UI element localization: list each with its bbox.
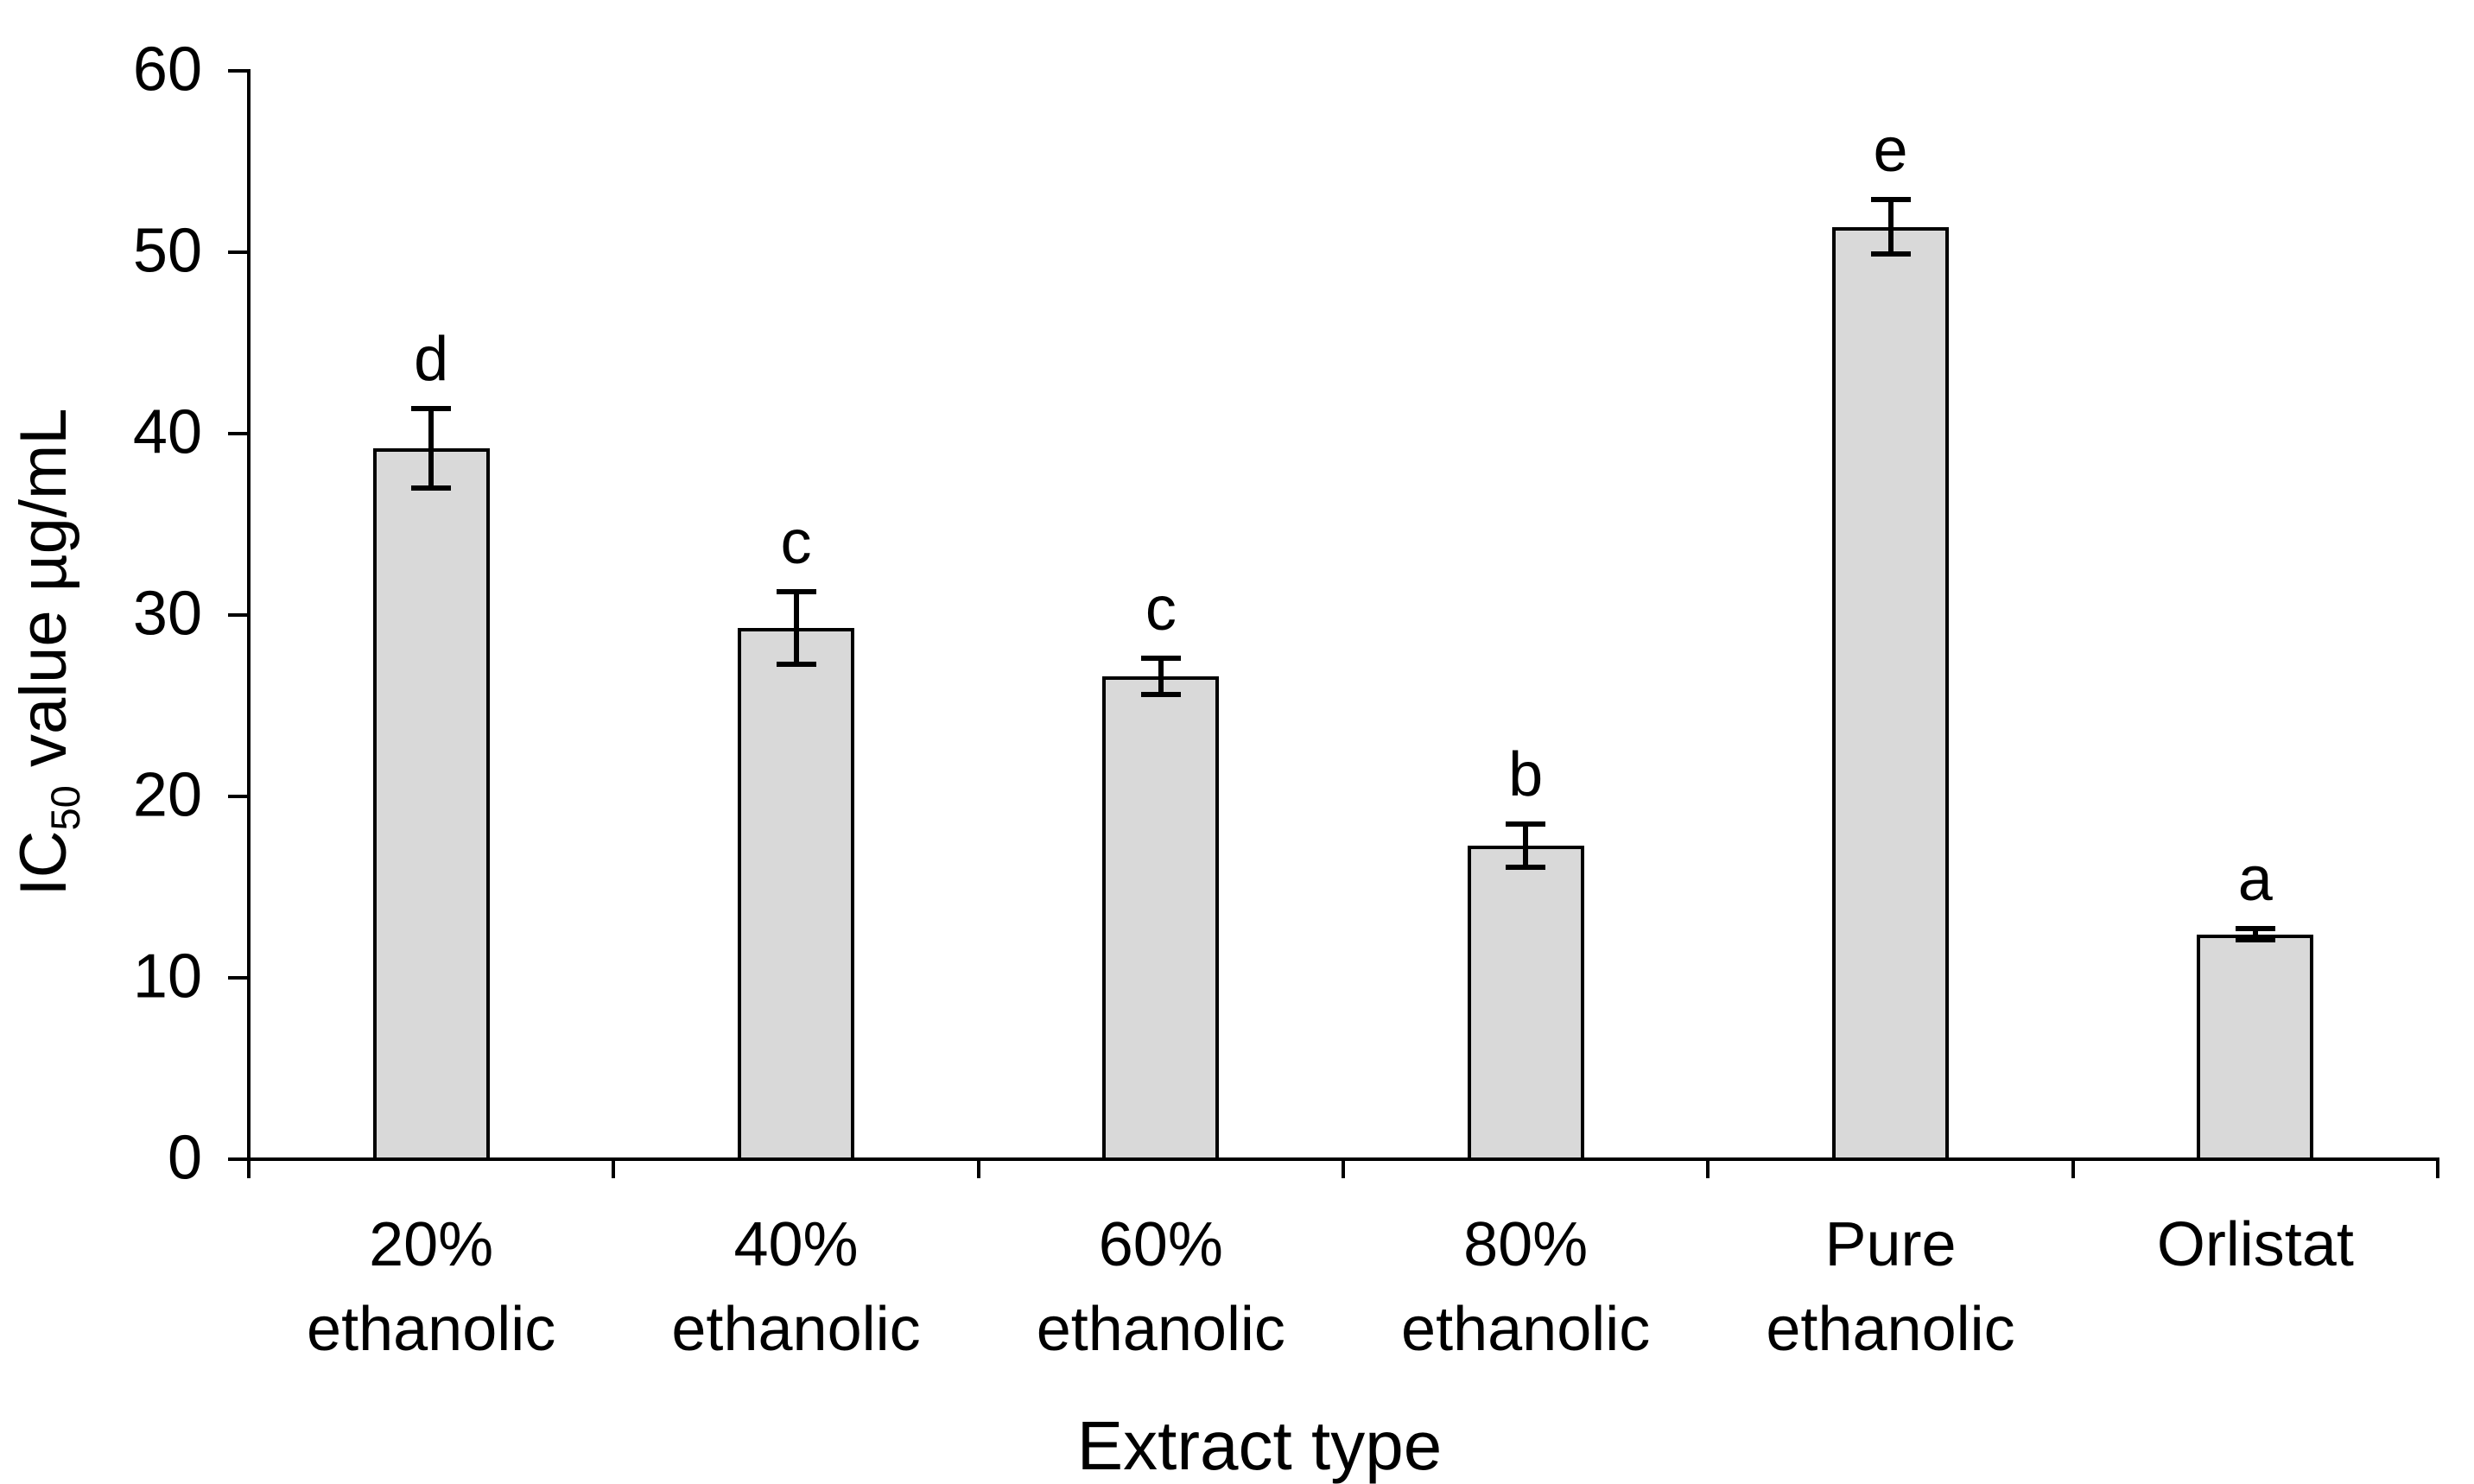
significance-letter-20-ethanolic: d bbox=[414, 324, 449, 394]
x-category-label-line: ethanolic bbox=[307, 1295, 556, 1364]
y-tick bbox=[228, 1157, 249, 1161]
error-bar-top-cap-orlistat bbox=[2235, 926, 2275, 932]
x-boundary-tick bbox=[1706, 1159, 1710, 1178]
x-category-label-line: Pure bbox=[1824, 1210, 1957, 1279]
error-bar-bottom-cap-pure-ethanolic bbox=[1870, 251, 1911, 257]
error-bar-line-80-ethanolic bbox=[1523, 823, 1529, 867]
x-category-label-line: ethanolic bbox=[671, 1295, 921, 1364]
x-category-label-line: 20% bbox=[369, 1210, 494, 1279]
x-category-label-line: Orlistat bbox=[2156, 1210, 2354, 1279]
significance-letter-80-ethanolic: b bbox=[1508, 739, 1544, 809]
significance-letter-60-ethanolic: c bbox=[1145, 574, 1177, 644]
y-tick-label: 60 bbox=[132, 35, 202, 105]
error-bar-bottom-cap-20-ethanolic bbox=[411, 485, 452, 491]
significance-letter-orlistat: a bbox=[2237, 845, 2273, 915]
bar-20-ethanolic bbox=[372, 447, 490, 1161]
error-bar-line-20-ethanolic bbox=[428, 408, 435, 488]
bar-orlistat bbox=[2197, 934, 2314, 1161]
error-bar-top-cap-80-ethanolic bbox=[1506, 821, 1546, 827]
x-boundary-tick bbox=[247, 1159, 251, 1178]
x-category-label-line: 60% bbox=[1098, 1210, 1223, 1279]
error-bar-bottom-cap-orlistat bbox=[2235, 936, 2275, 942]
error-bar-line-orlistat bbox=[2252, 929, 2258, 940]
x-category-label-line: ethanolic bbox=[1401, 1295, 1651, 1364]
y-tick bbox=[228, 432, 249, 435]
y-tick-label: 30 bbox=[132, 579, 202, 649]
y-tick bbox=[228, 613, 249, 617]
y-tick bbox=[228, 976, 249, 980]
x-category-label-line: 80% bbox=[1463, 1210, 1589, 1279]
significance-letter-pure-ethanolic: e bbox=[1873, 116, 1908, 186]
x-category-label-20-ethanolic: 20% ethanolic bbox=[307, 1202, 555, 1372]
y-tick-label: 10 bbox=[132, 942, 202, 1012]
bar-60-ethanolic bbox=[1102, 676, 1220, 1161]
y-tick bbox=[228, 795, 249, 798]
x-category-label-pure-ethanolic: Pure ethanolic bbox=[1766, 1202, 2014, 1372]
y-tick-label: 50 bbox=[132, 216, 202, 286]
significance-letter-40-ethanolic: c bbox=[780, 507, 812, 577]
x-category-label-line: ethanolic bbox=[1036, 1295, 1285, 1364]
x-category-label-orlistat: Orlistat bbox=[2157, 1202, 2354, 1287]
x-boundary-tick bbox=[2071, 1159, 2075, 1178]
error-bar-top-cap-60-ethanolic bbox=[1140, 656, 1181, 662]
y-tick bbox=[228, 251, 249, 254]
y-tick bbox=[228, 69, 249, 73]
error-bar-bottom-cap-60-ethanolic bbox=[1140, 692, 1181, 698]
x-category-label-line: 40% bbox=[733, 1210, 859, 1279]
x-boundary-tick bbox=[976, 1159, 980, 1178]
y-tick-label: 40 bbox=[132, 397, 202, 467]
error-bar-top-cap-20-ethanolic bbox=[411, 405, 452, 411]
error-bar-top-cap-pure-ethanolic bbox=[1870, 197, 1911, 203]
error-bar-bottom-cap-80-ethanolic bbox=[1506, 864, 1546, 870]
bar-40-ethanolic bbox=[738, 627, 854, 1161]
x-boundary-tick bbox=[1342, 1159, 1345, 1178]
bar-pure-ethanolic bbox=[1832, 226, 1949, 1161]
y-tick-label: 20 bbox=[132, 760, 202, 830]
x-category-label-60-ethanolic: 60% ethanolic bbox=[1037, 1202, 1285, 1372]
x-boundary-tick bbox=[612, 1159, 616, 1178]
error-bar-line-60-ethanolic bbox=[1158, 658, 1164, 695]
error-bar-line-40-ethanolic bbox=[793, 591, 799, 664]
y-tick-label: 0 bbox=[167, 1123, 202, 1193]
error-bar-line-pure-ethanolic bbox=[1887, 200, 1894, 255]
x-boundary-tick bbox=[2436, 1159, 2439, 1178]
x-category-label-40-ethanolic: 40% ethanolic bbox=[671, 1202, 920, 1372]
y-axis-line bbox=[247, 69, 251, 1163]
error-bar-top-cap-40-ethanolic bbox=[776, 588, 816, 594]
x-category-label-line: ethanolic bbox=[1766, 1295, 2015, 1364]
x-axis-title: Extract type bbox=[1076, 1407, 1443, 1484]
error-bar-bottom-cap-40-ethanolic bbox=[776, 661, 816, 667]
bar-80-ethanolic bbox=[1467, 845, 1584, 1161]
x-category-label-80-ethanolic: 80% ethanolic bbox=[1401, 1202, 1650, 1372]
